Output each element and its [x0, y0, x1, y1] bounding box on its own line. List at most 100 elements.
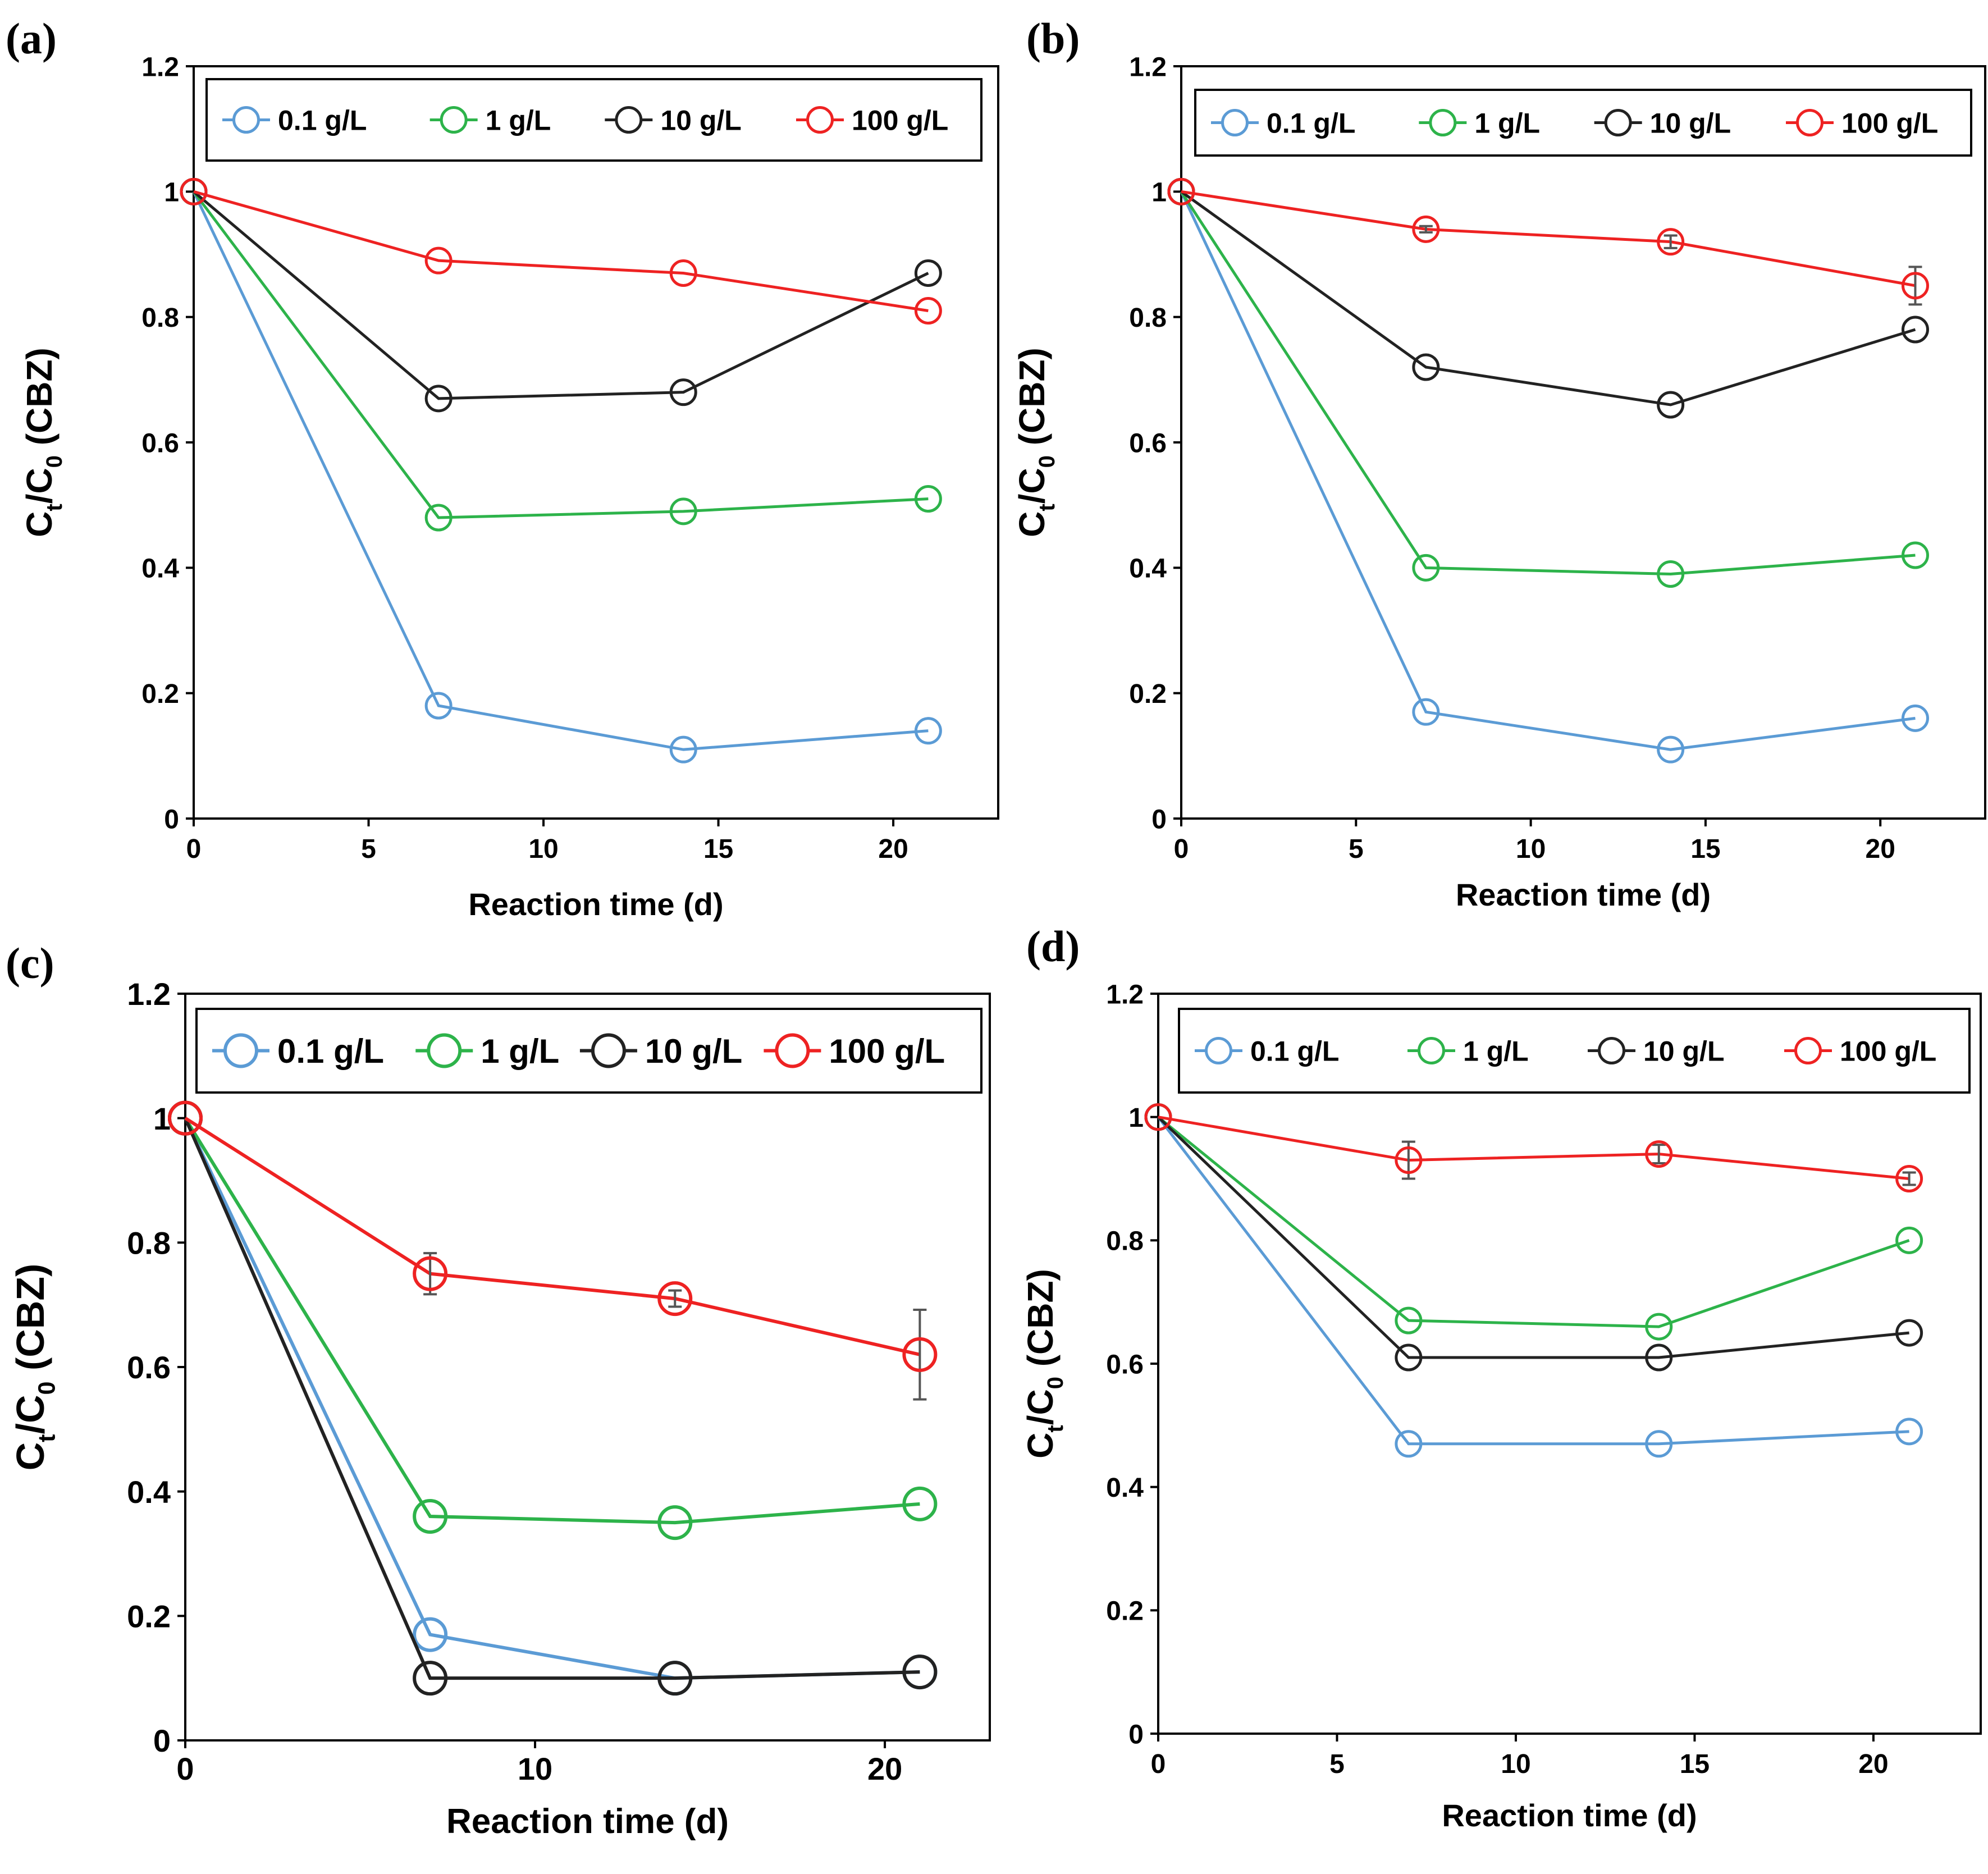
data-point — [902, 1486, 938, 1521]
legend-label: 10 g/L — [1643, 1036, 1724, 1067]
data-point — [1901, 541, 1929, 569]
legend-marker — [1429, 109, 1457, 136]
y-tick-label: 0 — [1128, 1720, 1144, 1749]
series-line — [1180, 190, 1916, 576]
legend-label: 10 g/L — [645, 1032, 742, 1070]
x-tick-label: 5 — [361, 834, 376, 864]
x-tick-label: 15 — [1690, 834, 1720, 864]
x-axis-title: Reaction time (d) — [1442, 1798, 1697, 1833]
legend-marker — [775, 1033, 810, 1068]
series-line — [184, 1117, 920, 1680]
y-tick-label: 0.8 — [1106, 1227, 1144, 1256]
y-tick-label: 0 — [153, 1723, 171, 1758]
series-line — [1157, 1116, 1909, 1359]
data-point — [1412, 215, 1440, 243]
x-axis-title: Reaction time (d) — [446, 1802, 729, 1841]
plot-area-border — [1180, 65, 1986, 820]
legend-marker — [591, 1033, 626, 1068]
x-tick-label: 0 — [1151, 1749, 1166, 1779]
legend-marker — [1604, 109, 1632, 136]
y-tick-label: 0.2 — [1129, 679, 1167, 709]
data-point — [1657, 391, 1685, 419]
y-tick-label: 1.2 — [127, 976, 171, 1012]
data-point — [669, 378, 697, 406]
series-line — [1157, 1116, 1910, 1328]
x-tick-label: 10 — [1516, 834, 1546, 864]
data-point — [1645, 1313, 1673, 1341]
data-point — [413, 1256, 448, 1291]
data-point — [1895, 1418, 1923, 1446]
legend-box — [205, 78, 982, 162]
panel-label: (d) — [1026, 922, 1080, 971]
data-point — [413, 1499, 448, 1534]
legend-label: 1 g/L — [1474, 108, 1540, 139]
data-point — [424, 504, 453, 532]
x-tick-label: 10 — [1501, 1749, 1530, 1779]
legend-marker — [1796, 109, 1824, 136]
plot-area-border — [184, 993, 991, 1742]
chart-panel-1: (a) 0 0.2 0.4 0.6 0.8 1 1.2 0 5 10 15 20 Reaction tim… — [6, 14, 999, 922]
y-tick-label: 0.6 — [1129, 428, 1167, 458]
data-point — [1645, 1343, 1673, 1372]
legend-label: 100 g/L — [1841, 108, 1938, 139]
data-point — [1657, 228, 1685, 256]
plot-area-border — [1157, 993, 1982, 1735]
y-tick-label: 0.4 — [127, 1474, 171, 1510]
series-line — [1180, 190, 1916, 406]
data-point — [424, 246, 453, 275]
legend-marker — [223, 1033, 258, 1068]
y-axis-title: Ct/C0 (CBZ) — [1020, 1269, 1068, 1459]
legend-label: 100 g/L — [852, 105, 948, 136]
series-line — [193, 190, 929, 400]
data-point — [1895, 1165, 1923, 1192]
x-tick-label: 15 — [1680, 1749, 1710, 1779]
y-tick-label: 0 — [164, 805, 179, 834]
data-point — [1901, 272, 1929, 300]
legend-label: 0.1 g/L — [1267, 108, 1355, 139]
data-point — [1901, 704, 1929, 732]
x-tick-label: 5 — [1329, 1749, 1345, 1779]
legend-marker — [427, 1033, 462, 1068]
data-point — [1412, 353, 1440, 381]
x-tick-label: 15 — [703, 834, 733, 864]
data-point — [413, 1661, 448, 1696]
data-point — [1144, 1103, 1172, 1131]
series-line — [184, 1117, 920, 1525]
data-point — [914, 717, 942, 745]
y-tick-label: 0.2 — [1106, 1597, 1144, 1626]
legend-label: 100 g/L — [829, 1032, 945, 1070]
legend-marker — [806, 106, 834, 134]
legend-marker — [440, 106, 468, 134]
panel-label: (a) — [6, 14, 57, 63]
data-point — [669, 259, 697, 287]
legend-label: 1 g/L — [1463, 1036, 1529, 1067]
data-point — [1395, 1306, 1423, 1334]
x-tick-label: 10 — [528, 834, 558, 864]
series-line — [193, 190, 929, 519]
data-point — [1395, 1430, 1423, 1458]
x-tick-label: 0 — [1174, 834, 1189, 864]
y-axis-title: Ct/C0 (CBZ) — [19, 348, 67, 537]
x-tick-label: 0 — [186, 834, 202, 864]
chart-panel-4: (d) 0 0.2 0.4 0.6 0.8 1 1.2 0 5 10 15 20 Reaction tim… — [1020, 922, 1982, 1833]
y-tick-label: 0.8 — [1129, 303, 1167, 333]
data-point — [168, 1100, 203, 1136]
data-point — [1895, 1226, 1923, 1254]
series-line — [1181, 190, 1916, 287]
data-point — [180, 177, 208, 205]
data-point — [413, 1617, 448, 1652]
data-point — [424, 385, 453, 413]
y-tick-label: 0.6 — [127, 1350, 171, 1385]
series-line — [184, 1117, 921, 1356]
y-tick-label: 1 — [164, 178, 179, 208]
y-tick-label: 0 — [1151, 805, 1167, 834]
data-point — [657, 1505, 693, 1541]
x-tick-label: 20 — [867, 1751, 902, 1786]
data-point — [902, 1654, 938, 1690]
y-axis-title: Ct/C0 (CBZ) — [8, 1264, 60, 1471]
data-point — [914, 485, 942, 513]
panel-label: (b) — [1026, 14, 1080, 63]
legend-label: 1 g/L — [481, 1032, 559, 1070]
data-point — [1901, 316, 1929, 344]
y-tick-label: 0.8 — [127, 1225, 171, 1260]
